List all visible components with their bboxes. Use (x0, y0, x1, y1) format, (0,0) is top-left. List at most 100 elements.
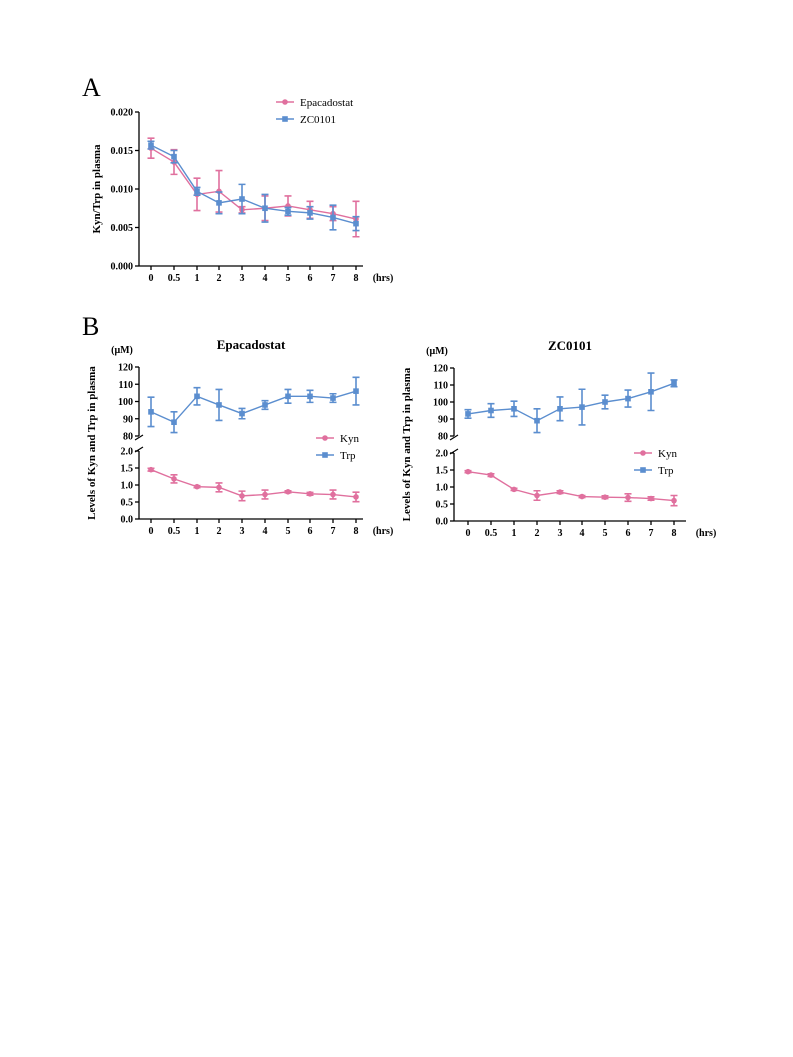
panel-a-label: A (82, 73, 101, 102)
chart-zc0101-levels: 80 90 100 110 120 0.0 0.5 1.0 1.5 2.0 0 0.5 1 2 3 4 5 6 7 8… (401, 338, 716, 539)
data-point-kyn (330, 491, 336, 498)
x-tick-label: 0 (149, 273, 154, 284)
data-point-zc0101 (148, 142, 154, 148)
x-tick-label: 2 (535, 528, 540, 539)
series-line-kyn (467, 471, 675, 502)
legend-label-kyn: Kyn (340, 433, 359, 445)
data-point-kyn (465, 468, 471, 475)
axis-break-mark (134, 434, 144, 453)
data-point-kyn (625, 494, 631, 501)
x-tick-label: 8 (354, 526, 359, 537)
data-point-kyn (579, 493, 585, 500)
data-point-kyn (671, 497, 677, 504)
x-tick-label: 4 (263, 526, 268, 537)
x-tick-label: 8 (354, 273, 359, 284)
legend-marker-zc0101 (282, 116, 288, 122)
x-unit-label: (hrs) (696, 528, 717, 539)
x-tick-label: 4 (263, 273, 268, 284)
lower-y-axis-tick-label: 1.5 (121, 464, 134, 475)
series-line-epacadostat (150, 147, 357, 220)
data-point-kyn (239, 493, 245, 499)
data-point-kyn (353, 494, 359, 500)
lower-y-axis-tick-label: 0.5 (436, 500, 449, 511)
legend-label-trp: Trp (658, 465, 674, 477)
data-point-kyn (488, 472, 494, 478)
data-point-zc0101 (194, 188, 200, 195)
series-line-trp (150, 390, 357, 424)
lower-y-axis-tick-label: 0.0 (436, 517, 449, 528)
y-axis-label: Levels of Kyn and Trp in plasma (86, 366, 98, 520)
data-point-kyn (557, 489, 563, 495)
legend-marker-trp (322, 452, 328, 458)
data-point-trp (353, 388, 359, 394)
data-point-kyn (262, 491, 268, 498)
data-point-trp (557, 406, 563, 412)
data-point-trp (194, 393, 200, 400)
data-point-trp (465, 411, 471, 417)
x-tick-label: 8 (672, 528, 677, 539)
upper-y-axis-tick-label: 90 (438, 415, 448, 426)
data-point-trp (239, 410, 245, 417)
x-tick-label: 4 (580, 528, 585, 539)
x-tick-label: 7 (331, 273, 336, 284)
x-tick-label: 0.5 (485, 528, 498, 539)
legend-marker-trp (640, 467, 646, 473)
data-point-kyn (648, 495, 654, 502)
data-point-trp (648, 389, 654, 395)
x-tick-label: 5 (603, 528, 608, 539)
x-tick-label: 2 (217, 273, 222, 284)
x-unit-label: (hrs) (373, 273, 394, 284)
data-point-kyn (307, 491, 313, 497)
upper-y-axis-tick-label: 80 (438, 432, 448, 443)
data-point-trp (216, 402, 222, 408)
x-tick-label: 6 (308, 273, 313, 284)
panel-b-label: B (82, 312, 99, 341)
data-point-trp (488, 407, 494, 414)
legend-marker-kyn (640, 450, 646, 456)
x-unit-label: (hrs) (373, 526, 394, 537)
lower-y-axis-tick-label: 0.5 (121, 498, 134, 509)
chart-title: Epacadostat (217, 337, 286, 352)
y-axis-tick-label: 0.015 (111, 146, 134, 157)
data-point-kyn (602, 494, 608, 501)
x-tick-label: 3 (558, 528, 563, 539)
data-point-kyn (194, 483, 200, 490)
data-point-trp (511, 406, 517, 412)
data-point-trp (148, 409, 154, 415)
x-tick-label: 1 (195, 273, 200, 284)
axis-break-mark (449, 434, 459, 455)
x-tick-label: 2 (217, 526, 222, 537)
data-point-zc0101 (307, 210, 313, 216)
series-line-zc0101 (150, 144, 357, 225)
legend-label-trp: Trp (340, 450, 356, 462)
x-tick-label: 0.5 (168, 526, 181, 537)
data-point-kyn (171, 476, 177, 482)
lower-y-axis-tick-label: 1.0 (436, 483, 449, 494)
x-tick-label: 1 (195, 526, 200, 537)
lower-y-axis-tick-label: 1.5 (436, 466, 449, 477)
data-point-trp (625, 395, 631, 402)
y-unit-label: (μM) (111, 345, 133, 356)
lower-y-axis-tick-label: 0.0 (121, 515, 134, 526)
y-unit-label: (μM) (426, 346, 448, 357)
upper-y-axis-tick-label: 80 (123, 432, 133, 443)
upper-y-axis-tick-label: 100 (118, 397, 133, 408)
data-point-kyn (285, 489, 291, 495)
data-point-kyn (511, 486, 517, 493)
upper-y-axis-tick-label: 120 (118, 363, 133, 374)
data-point-trp (671, 380, 677, 387)
x-tick-label: 6 (308, 526, 313, 537)
data-point-kyn (216, 484, 222, 491)
data-point-zc0101 (171, 153, 177, 160)
data-point-zc0101 (353, 220, 359, 227)
y-axis-tick-label: 0.010 (111, 185, 134, 196)
data-point-kyn (148, 466, 154, 473)
y-axis-tick-label: 0.000 (111, 262, 134, 273)
data-point-trp (534, 417, 540, 424)
lower-y-axis-tick-label: 2.0 (121, 447, 134, 458)
data-point-trp (602, 399, 608, 405)
lower-y-axis-tick-label: 1.0 (121, 481, 134, 492)
data-point-trp (285, 393, 291, 400)
y-axis-tick-label: 0.005 (111, 223, 134, 234)
